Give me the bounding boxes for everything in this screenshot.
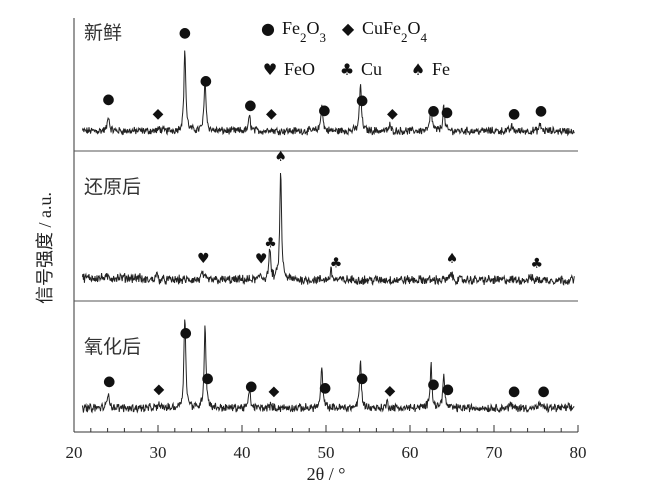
legend-entry-fe2o3: ● Fe2O3 bbox=[261, 18, 326, 45]
phase-marker-cu: ♣ bbox=[330, 256, 343, 272]
phase-marker-cufe2o4: ◆ bbox=[153, 106, 164, 122]
phase-marker-feo: ♥ bbox=[197, 251, 210, 267]
legend-entry-fe: ♠ Fe bbox=[411, 59, 450, 79]
phase-marker-cu: ♣ bbox=[531, 256, 544, 272]
phase-marker-fe2o3: ● bbox=[103, 373, 115, 389]
legend-label: Cu bbox=[361, 59, 382, 79]
phase-marker-fe2o3: ● bbox=[201, 371, 213, 387]
phase-marker-cufe2o4: ◆ bbox=[153, 381, 164, 397]
series-line bbox=[81, 50, 575, 137]
phase-marker-fe2o3: ● bbox=[180, 325, 192, 341]
phase-marker-fe2o3: ● bbox=[427, 103, 439, 119]
series-1: 新鲜 bbox=[81, 22, 575, 137]
phase-marker-cufe2o4: ◆ bbox=[384, 383, 395, 399]
phase-marker-fe2o3: ● bbox=[537, 384, 549, 400]
legend-heart-icon: ♥ bbox=[263, 60, 277, 79]
legend-spade-icon: ♠ bbox=[411, 60, 425, 79]
legend-label: FeO bbox=[284, 59, 315, 79]
series-3: 氧化后 bbox=[81, 319, 575, 414]
phase-marker-fe2o3: ● bbox=[245, 379, 257, 395]
phase-marker-fe2o3: ● bbox=[356, 93, 368, 109]
phase-marker-fe: ♠ bbox=[446, 251, 459, 267]
x-tick-label: 20 bbox=[66, 443, 83, 462]
phase-marker-fe2o3: ● bbox=[508, 106, 520, 122]
legend-entry-cufe2o4: ◆ CuFe2O4 bbox=[342, 18, 428, 45]
legend-circle-icon: ● bbox=[261, 19, 275, 38]
phase-marker-fe2o3: ● bbox=[441, 105, 453, 121]
series-line bbox=[81, 319, 575, 414]
y-axis-label: 信号强度 / a.u. bbox=[35, 192, 55, 304]
legend-label: Fe bbox=[432, 59, 450, 79]
legend-label: Fe2O3 bbox=[282, 18, 326, 45]
phase-marker-fe2o3: ● bbox=[356, 370, 368, 386]
phase-marker-fe2o3: ● bbox=[427, 376, 439, 392]
legend-diamond-icon: ◆ bbox=[342, 19, 355, 38]
x-tick-label: 40 bbox=[234, 443, 251, 462]
phase-marker-fe2o3: ● bbox=[244, 98, 256, 114]
legend-club-icon: ♣ bbox=[340, 60, 354, 79]
frame-layer bbox=[73, 18, 578, 433]
x-tick-label: 70 bbox=[486, 443, 503, 462]
marker-layer: ●◆●●●◆ ●●◆ ● ● ● ●♥ ♥♣♠♣ ♠ ♣● ◆●●● ◆ ●●◆ ● ● ● ● bbox=[102, 25, 549, 400]
legend: ● Fe2O3 ◆ CuFe2O4 ♥ FeO ♣ Cu ♠ Fe bbox=[261, 18, 450, 79]
x-axis: 20 30 40 50 60 70 80 2θ / ° bbox=[66, 425, 587, 484]
phase-marker-fe2o3: ● bbox=[442, 382, 454, 398]
phase-marker-cu: ♣ bbox=[264, 235, 277, 251]
phase-marker-cufe2o4: ◆ bbox=[269, 384, 280, 400]
x-tick-label: 30 bbox=[150, 443, 167, 462]
x-tick-label: 60 bbox=[402, 443, 419, 462]
phase-marker-fe2o3: ● bbox=[200, 73, 212, 89]
series-label: 新鲜 bbox=[84, 22, 122, 44]
x-tick-label: 50 bbox=[318, 443, 335, 462]
series-label: 氧化后 bbox=[84, 336, 141, 358]
phase-marker-fe2o3: ● bbox=[318, 103, 330, 119]
x-tick-label: 80 bbox=[570, 443, 587, 462]
phase-marker-fe2o3: ● bbox=[179, 25, 191, 41]
x-axis-label: 2θ / ° bbox=[307, 464, 346, 484]
phase-marker-fe: ♠ bbox=[274, 149, 287, 165]
phase-marker-feo: ♥ bbox=[255, 252, 268, 268]
phase-marker-fe2o3: ● bbox=[102, 91, 114, 107]
phase-marker-fe2o3: ● bbox=[508, 384, 520, 400]
legend-entry-feo: ♥ FeO bbox=[263, 59, 315, 79]
phase-marker-fe2o3: ● bbox=[319, 380, 331, 396]
phase-marker-fe2o3: ● bbox=[535, 103, 547, 119]
legend-label: CuFe2O4 bbox=[362, 18, 428, 45]
series-2: 还原后 bbox=[81, 172, 575, 286]
phase-marker-cufe2o4: ◆ bbox=[387, 106, 398, 122]
series-line bbox=[81, 172, 575, 286]
legend-entry-cu: ♣ Cu bbox=[340, 59, 382, 79]
phase-marker-cufe2o4: ◆ bbox=[266, 106, 277, 122]
series-label: 还原后 bbox=[84, 176, 141, 198]
